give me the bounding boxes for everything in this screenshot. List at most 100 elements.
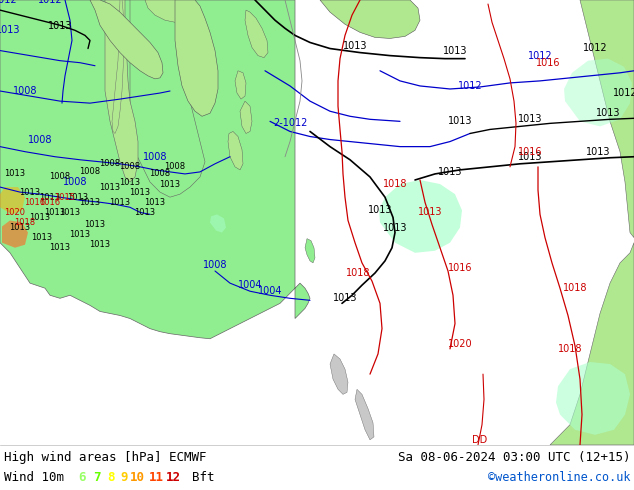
Text: 1015: 1015 [55,193,75,202]
Polygon shape [379,180,462,253]
Polygon shape [550,243,634,445]
Polygon shape [130,0,205,197]
Text: 1013: 1013 [84,220,106,229]
Text: 1013: 1013 [10,223,30,232]
Text: 1013: 1013 [119,177,141,187]
Text: 1013: 1013 [79,198,101,207]
Text: 2-1012: 2-1012 [273,119,307,128]
Text: 1013: 1013 [596,108,620,118]
Text: 1012: 1012 [37,0,62,5]
Text: 1016: 1016 [448,263,472,273]
Text: 1013: 1013 [49,243,70,252]
Text: 1013: 1013 [89,240,110,249]
Text: 1018: 1018 [558,344,582,354]
Text: 1013: 1013 [448,116,472,126]
Polygon shape [2,220,28,248]
Text: 1013: 1013 [48,21,72,31]
Polygon shape [240,101,252,133]
Text: High wind areas [hPa] ECMWF: High wind areas [hPa] ECMWF [4,451,207,465]
Polygon shape [145,0,190,22]
Text: 1020: 1020 [4,208,25,217]
Text: Wind 10m: Wind 10m [4,471,64,485]
Text: 1013: 1013 [159,179,181,189]
Text: 1008: 1008 [150,170,171,178]
Text: 1013: 1013 [383,222,407,233]
Text: 1013: 1013 [44,208,65,217]
Text: 1012: 1012 [583,43,607,52]
Polygon shape [580,0,634,238]
Text: 1020: 1020 [448,339,472,349]
Text: 1013: 1013 [67,193,89,202]
Text: 1008: 1008 [79,168,101,176]
Polygon shape [0,187,25,214]
Text: 1004: 1004 [238,280,262,290]
Text: 1018: 1018 [346,268,370,278]
Text: 1008: 1008 [13,86,37,96]
Text: 1013: 1013 [418,207,443,218]
Text: 1012: 1012 [527,50,552,61]
Text: 1013: 1013 [333,294,357,303]
Text: 1013: 1013 [29,213,51,222]
Text: 1018: 1018 [383,179,407,189]
Polygon shape [105,0,138,182]
Text: 1012: 1012 [0,0,17,5]
Text: 9: 9 [120,471,127,485]
Polygon shape [330,354,348,394]
Text: 10: 10 [129,471,145,485]
Text: 1016: 1016 [536,58,560,68]
Text: 1016: 1016 [39,198,61,207]
Text: 1008: 1008 [100,159,120,168]
Polygon shape [556,362,630,435]
Polygon shape [564,59,632,126]
Text: 1013: 1013 [518,152,542,162]
Polygon shape [0,0,310,339]
Text: 1013: 1013 [4,170,25,178]
Text: 1013: 1013 [0,25,20,35]
Text: 1018: 1018 [15,218,36,227]
Polygon shape [320,0,420,38]
Polygon shape [355,389,374,440]
Text: Sa 08-06-2024 03:00 UTC (12+15): Sa 08-06-2024 03:00 UTC (12+15) [398,451,630,465]
Text: Bft: Bft [192,471,214,485]
Text: 1013: 1013 [443,46,467,55]
Polygon shape [305,239,315,263]
Text: 12: 12 [165,471,181,485]
Text: 1013: 1013 [145,198,165,207]
Text: 1013: 1013 [129,188,150,196]
Text: 1008: 1008 [143,152,167,162]
Text: 1013: 1013 [60,208,81,217]
Text: 1013: 1013 [110,198,131,207]
Text: 1013: 1013 [343,41,367,50]
Polygon shape [235,71,246,99]
Text: 1012: 1012 [612,88,634,98]
Text: 1013: 1013 [20,188,41,196]
Text: 1016: 1016 [25,198,46,207]
Text: 1008: 1008 [28,135,52,145]
Text: 1013: 1013 [32,233,53,242]
Text: 1008: 1008 [49,172,70,181]
Text: 1013: 1013 [368,205,392,215]
Text: 1008: 1008 [203,260,227,270]
Text: 7: 7 [93,471,101,485]
Polygon shape [228,131,243,170]
Text: ©weatheronline.co.uk: ©weatheronline.co.uk [488,471,630,485]
Polygon shape [245,10,268,58]
Text: 1013: 1013 [100,183,120,192]
Text: 8: 8 [107,471,115,485]
Text: DD: DD [472,435,488,445]
Text: 1008: 1008 [63,177,87,187]
Text: 1008: 1008 [119,162,141,171]
Text: 1004: 1004 [258,286,282,296]
Text: 1013: 1013 [134,208,155,217]
Polygon shape [175,0,218,116]
Polygon shape [112,0,124,133]
Text: 1013: 1013 [586,147,611,157]
Polygon shape [210,214,226,233]
Text: 1018: 1018 [563,283,587,293]
Text: 11: 11 [148,471,164,485]
Text: 1013: 1013 [39,193,61,202]
Text: 1008: 1008 [164,162,186,171]
Text: 6: 6 [78,471,86,485]
Polygon shape [90,0,163,79]
Text: 1016: 1016 [518,147,542,157]
